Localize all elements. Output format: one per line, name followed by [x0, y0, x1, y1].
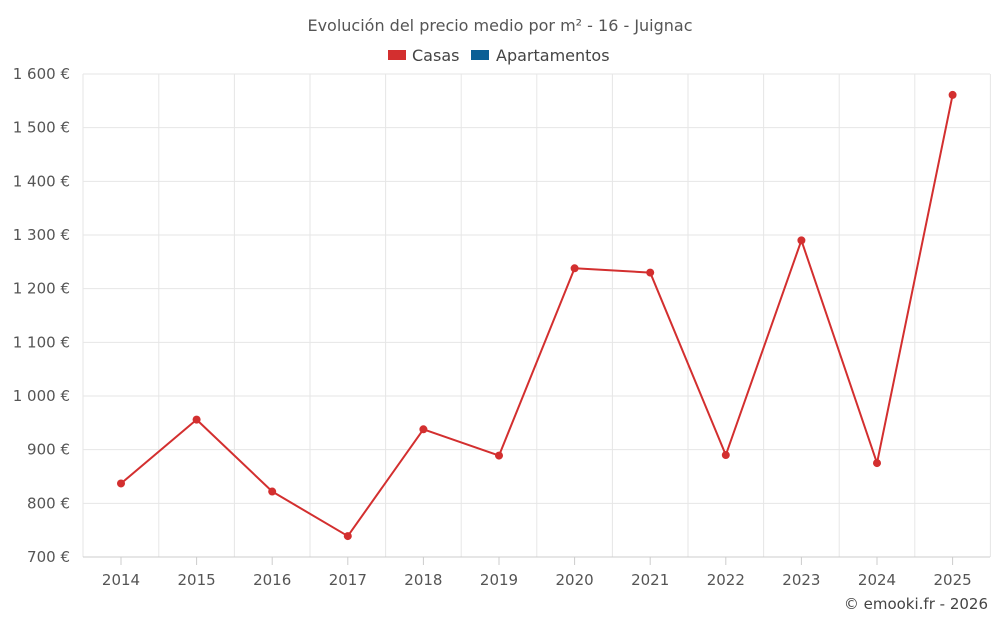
x-tick-label: 2016 — [253, 571, 291, 589]
data-point[interactable] — [646, 268, 655, 277]
y-tick-label: 1 500 € — [13, 119, 70, 137]
y-tick-label: 1 600 € — [13, 65, 70, 83]
data-point[interactable] — [797, 236, 806, 245]
x-tick-label: 2021 — [631, 571, 669, 589]
data-point[interactable] — [721, 451, 730, 460]
chart-title: Evolución del precio medio por m² - 16 -… — [307, 16, 692, 35]
grid — [82, 73, 991, 557]
x-tick-label: 2018 — [404, 571, 442, 589]
x-tick-label: 2022 — [707, 571, 745, 589]
y-tick-label: 1 300 € — [13, 226, 70, 244]
series-casas — [117, 90, 957, 541]
data-point[interactable] — [570, 264, 579, 273]
y-tick-label: 1 400 € — [13, 172, 70, 190]
y-tick-label: 1 100 € — [13, 333, 70, 351]
legend-label-apartamentos[interactable]: Apartamentos — [496, 46, 610, 65]
x-tick-label: 2020 — [556, 571, 594, 589]
y-tick-label: 700 € — [27, 548, 70, 566]
y-tick-label: 1 200 € — [13, 280, 70, 298]
data-point[interactable] — [873, 459, 881, 468]
series-line-casas — [120, 94, 954, 538]
data-point[interactable] — [268, 487, 277, 496]
x-tick-label: 2025 — [934, 571, 972, 589]
y-tick-label: 1 000 € — [13, 387, 70, 405]
x-tick-label: 2024 — [858, 571, 896, 589]
legend: Casas Apartamentos — [388, 46, 610, 65]
credit-text: © emooki.fr - 2026 — [844, 595, 988, 613]
data-point[interactable] — [948, 90, 957, 99]
data-point[interactable] — [343, 532, 352, 541]
y-tick-label: 800 € — [27, 494, 70, 512]
x-tick-label: 2014 — [102, 571, 140, 589]
data-point[interactable] — [419, 425, 428, 434]
x-tick-label: 2015 — [178, 571, 216, 589]
x-tick-label: 2019 — [480, 571, 518, 589]
data-point[interactable] — [117, 479, 125, 488]
x-tick-label: 2017 — [329, 571, 367, 589]
legend-label-casas[interactable]: Casas — [412, 46, 459, 65]
y-tick-label: 900 € — [27, 441, 70, 459]
axes: 700 € 800 € 900 € 1 000 € 1 100 € 1 200 € 1 30… — [13, 65, 990, 589]
data-point[interactable] — [192, 415, 201, 424]
legend-swatch-casas[interactable] — [388, 50, 406, 60]
legend-swatch-apartamentos[interactable] — [471, 50, 489, 60]
data-point[interactable] — [495, 451, 503, 460]
x-tick-label: 2023 — [782, 571, 820, 589]
